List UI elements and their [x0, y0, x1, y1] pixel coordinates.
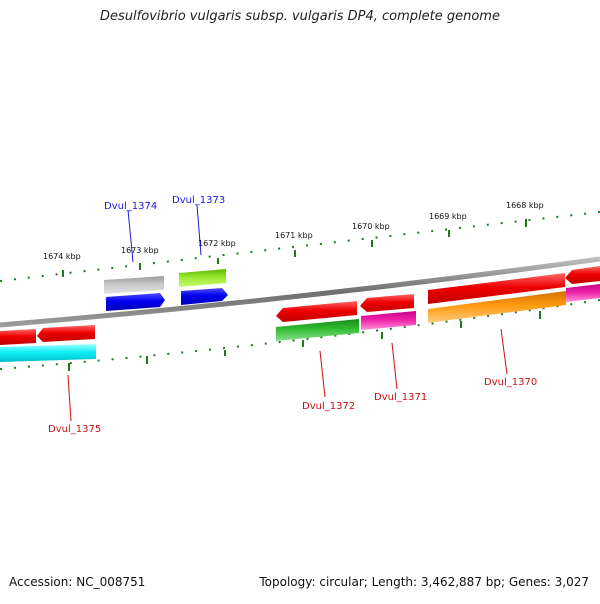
gene-arrow-dvul-1373[interactable] — [181, 288, 228, 305]
genome-title: Desulfovibrio vulgaris subsp. vulgaris D… — [100, 9, 500, 24]
tick-label-1673: 1673 kbp — [121, 246, 159, 255]
feature-magenta-1371[interactable] — [361, 311, 416, 330]
gene-label-dvul-1372[interactable]: Dvul_1372 — [302, 401, 355, 412]
feature-gray-1374[interactable] — [104, 276, 164, 294]
gene-arrow-right-edge[interactable] — [565, 266, 600, 284]
feature-orange-1370[interactable] — [428, 291, 566, 323]
gene-label-dvul-1374[interactable]: Dvul_1374 — [104, 201, 157, 212]
gene-arrow-dvul-1374[interactable] — [106, 293, 165, 311]
gene-label-dvul-1370[interactable]: Dvul_1370 — [484, 377, 537, 388]
tick-label-1669: 1669 kbp — [429, 212, 467, 221]
gene-arrow-left-a[interactable] — [0, 329, 36, 345]
tick-label-1670: 1670 kbp — [352, 222, 390, 231]
lower-major-ticks — [68, 311, 541, 371]
gene-arrow-dvul-1371[interactable] — [360, 294, 414, 312]
label-leaders — [67, 204, 508, 422]
tick-label-1671: 1671 kbp — [275, 231, 313, 240]
gene-label-dvul-1375[interactable]: Dvul_1375 — [48, 424, 101, 435]
feature-lime-1373[interactable] — [179, 269, 226, 287]
feature-cyan-1375[interactable] — [0, 344, 96, 362]
gene-arrow-dvul-1375[interactable] — [37, 325, 95, 342]
tick-label-1672: 1672 kbp — [198, 239, 236, 248]
gene-label-dvul-1371[interactable]: Dvul_1371 — [374, 392, 427, 403]
genome-summary-text: Topology: circular; Length: 3,462,887 bp… — [259, 575, 589, 589]
tick-label-1674: 1674 kbp — [43, 252, 81, 261]
gene-label-dvul-1373[interactable]: Dvul_1373 — [172, 195, 225, 206]
lower-tick-track — [0, 299, 600, 370]
feature-green-1372[interactable] — [276, 319, 359, 341]
accession-text: Accession: NC_008751 — [9, 575, 146, 589]
major-ticks — [62, 219, 527, 277]
genome-backbone — [0, 256, 600, 328]
gene-arrow-dvul-1372[interactable] — [276, 301, 357, 322]
feature-magenta-right[interactable] — [566, 284, 600, 302]
tick-label-1668: 1668 kbp — [506, 201, 544, 210]
gene-arrow-dvul-1370[interactable] — [428, 273, 565, 304]
upper-tick-track — [0, 211, 600, 282]
